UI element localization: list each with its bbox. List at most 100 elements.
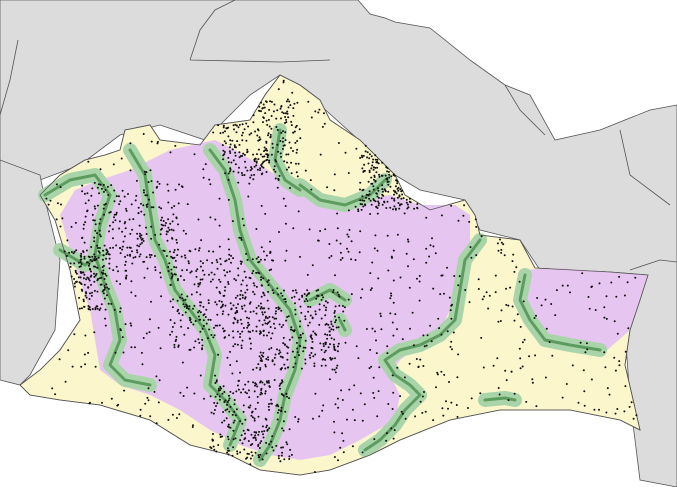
observation-point: [336, 397, 339, 400]
observation-point: [432, 287, 435, 290]
observation-point: [282, 420, 285, 423]
observation-point: [94, 207, 97, 210]
observation-point: [511, 260, 514, 263]
observation-point: [165, 222, 167, 224]
observation-point: [113, 213, 116, 216]
observation-point: [262, 355, 265, 358]
observation-point: [175, 417, 178, 419]
observation-point: [195, 270, 198, 272]
observation-point: [324, 314, 327, 317]
observation-point: [142, 204, 145, 207]
observation-point: [253, 419, 256, 422]
observation-point: [199, 311, 202, 314]
observation-point: [519, 325, 522, 328]
observation-point: [341, 305, 344, 307]
observation-point: [223, 391, 226, 393]
observation-point: [69, 265, 72, 268]
observation-point: [266, 424, 268, 427]
observation-point: [263, 155, 266, 158]
observation-point: [232, 304, 235, 307]
observation-point: [337, 293, 340, 296]
observation-point: [569, 291, 571, 294]
observation-point: [144, 194, 147, 197]
observation-point: [535, 314, 537, 317]
observation-point: [400, 190, 403, 193]
observation-point: [331, 368, 334, 371]
observation-point: [308, 292, 311, 295]
observation-point: [314, 110, 317, 113]
observation-point: [338, 295, 341, 298]
observation-point: [368, 367, 371, 370]
observation-point: [249, 277, 252, 280]
observation-point: [505, 287, 507, 290]
observation-point: [613, 320, 616, 323]
observation-point: [240, 434, 243, 437]
observation-point: [266, 299, 269, 302]
observation-point: [210, 271, 213, 274]
observation-point: [201, 327, 204, 330]
observation-point: [304, 315, 307, 318]
observation-point: [264, 392, 267, 395]
observation-point: [124, 323, 127, 326]
observation-point: [202, 176, 205, 179]
observation-point: [334, 357, 336, 360]
observation-point: [233, 410, 236, 413]
observation-point: [108, 211, 111, 214]
observation-point: [407, 265, 409, 268]
observation-point: [194, 248, 197, 251]
observation-point: [363, 403, 366, 406]
observation-point: [379, 315, 382, 318]
observation-point: [408, 200, 411, 203]
observation-point: [268, 108, 271, 111]
observation-point: [618, 360, 621, 363]
observation-point: [108, 267, 111, 270]
observation-point: [204, 163, 207, 166]
observation-point: [312, 417, 314, 420]
observation-point: [167, 266, 170, 268]
observation-point: [324, 309, 327, 312]
observation-point: [423, 345, 426, 348]
observation-point: [257, 256, 260, 259]
observation-point: [260, 284, 263, 287]
observation-point: [261, 311, 264, 314]
observation-point: [180, 255, 183, 258]
observation-point: [171, 275, 174, 278]
observation-point: [237, 303, 239, 306]
observation-point: [368, 169, 371, 172]
observation-point: [241, 154, 244, 157]
observation-point: [535, 405, 538, 408]
observation-point: [270, 347, 273, 349]
observation-point: [585, 342, 588, 345]
observation-point: [231, 454, 234, 457]
observation-point: [317, 289, 320, 291]
observation-point: [271, 146, 274, 149]
observation-point: [333, 431, 336, 434]
observation-point: [266, 280, 269, 283]
observation-point: [267, 118, 270, 121]
observation-point: [407, 206, 410, 209]
observation-point: [241, 217, 244, 220]
observation-point: [367, 162, 370, 165]
observation-point: [112, 269, 115, 272]
observation-point: [276, 403, 279, 406]
observation-point: [361, 451, 364, 454]
observation-point: [462, 214, 465, 217]
observation-point: [318, 323, 321, 326]
observation-point: [336, 212, 339, 215]
observation-point: [295, 162, 297, 165]
observation-point: [222, 385, 225, 388]
observation-point: [303, 300, 306, 303]
observation-point: [229, 302, 232, 305]
observation-point: [179, 275, 182, 278]
observation-point: [150, 254, 153, 256]
observation-point: [177, 202, 180, 205]
observation-point: [93, 272, 95, 275]
observation-point: [483, 295, 486, 298]
observation-point: [90, 194, 93, 197]
observation-point: [389, 312, 392, 315]
observation-point: [298, 336, 301, 339]
observation-point: [284, 300, 287, 303]
observation-point: [277, 457, 280, 460]
observation-point: [80, 252, 83, 255]
observation-point: [262, 292, 265, 295]
